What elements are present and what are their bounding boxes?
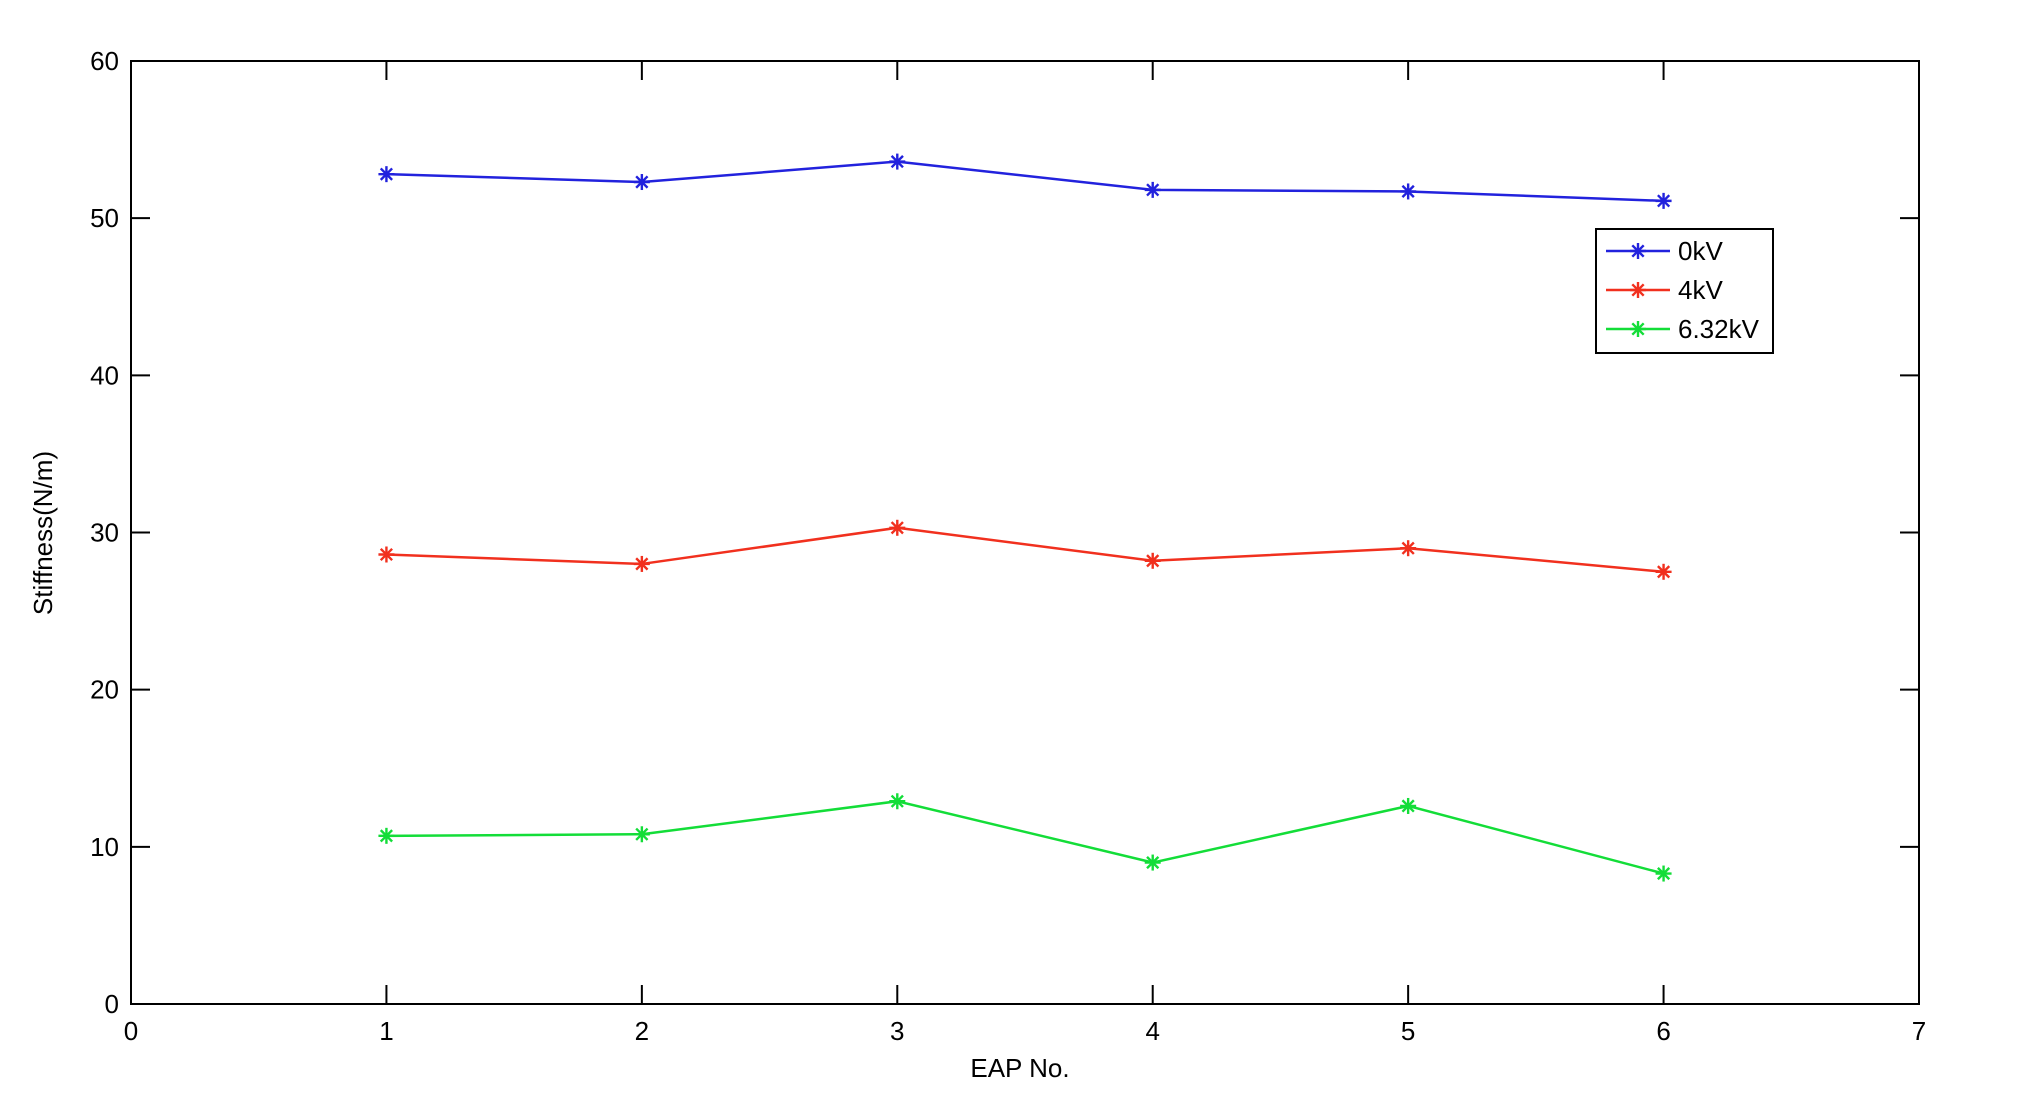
legend-marker (1630, 321, 1646, 337)
series-6.32kV (378, 793, 1672, 882)
marker-stroke (890, 521, 904, 535)
data-point-marker-0kV (378, 166, 395, 183)
x-tick-label: 1 (379, 1016, 393, 1046)
data-point-marker-4kV (1655, 563, 1672, 580)
marker-stroke (1401, 541, 1415, 555)
marker-stroke (1401, 184, 1415, 198)
legend-entry-0kV: 0kV (1606, 236, 1723, 266)
marker-stroke (1657, 565, 1671, 579)
y-tick-label: 40 (90, 360, 119, 390)
legend-entry-6.32kV: 6.32kV (1606, 314, 1760, 344)
marker-stroke (379, 547, 393, 562)
marker-stroke (1631, 322, 1645, 336)
data-point-marker-0kV (1144, 181, 1161, 198)
data-point-marker-0kV (889, 153, 906, 170)
y-tick-label: 10 (90, 832, 119, 862)
data-point-marker-6.32kV (378, 827, 395, 844)
x-tick-label: 3 (890, 1016, 904, 1046)
y-tick-label: 60 (90, 46, 119, 76)
y-tick-label: 30 (90, 518, 119, 548)
data-point-marker-6.32kV (1144, 854, 1161, 871)
series-layer (378, 153, 1672, 882)
legend-label: 0kV (1678, 236, 1723, 266)
data-point-marker-6.32kV (633, 826, 650, 843)
data-point-marker-6.32kV (889, 793, 906, 810)
marker-stroke (1657, 867, 1671, 881)
legend-marker (1630, 282, 1646, 298)
legend-marker (1630, 243, 1646, 259)
data-point-marker-4kV (889, 519, 906, 536)
plot-frame (130, 60, 1920, 1005)
data-point-marker-0kV (1400, 183, 1417, 200)
x-tick-label: 7 (1912, 1016, 1926, 1046)
data-point-marker-4kV (1144, 552, 1161, 569)
marker-stroke (635, 827, 649, 841)
marker-stroke (379, 167, 393, 181)
axis-ticks: 0 1 2 3 4 5 6 7 0 10 20 30 40 50 60 (90, 46, 1926, 1046)
x-tick-label: 5 (1401, 1016, 1415, 1046)
marker-stroke (1631, 283, 1645, 297)
x-axis-label: EAP No. (970, 1053, 1069, 1083)
marker-stroke (890, 155, 904, 169)
marker-stroke (1146, 856, 1160, 870)
marker-stroke (1146, 554, 1160, 568)
marker-stroke (890, 794, 904, 808)
series-0kV (378, 153, 1672, 209)
marker-stroke (635, 175, 649, 189)
series-4kV (378, 519, 1672, 580)
data-point-marker-0kV (1655, 192, 1672, 209)
y-axis-label: Stiffness(N/m) (28, 451, 58, 615)
series-line-6.32kV (386, 799, 1664, 875)
legend-label: 6.32kV (1678, 314, 1760, 344)
series-line-4kV (386, 526, 1664, 574)
marker-stroke (1631, 244, 1645, 258)
x-tick-label: 2 (635, 1016, 649, 1046)
series-line-0kV (386, 160, 1664, 203)
data-point-marker-4kV (1400, 540, 1417, 557)
data-point-marker-4kV (378, 546, 395, 563)
marker-stroke (1401, 799, 1415, 813)
legend-entry-4kV: 4kV (1606, 275, 1723, 305)
marker-stroke (635, 557, 649, 571)
marker-stroke (1146, 183, 1160, 197)
x-tick-label: 6 (1656, 1016, 1670, 1046)
x-tick-label: 4 (1145, 1016, 1159, 1046)
marker-stroke (379, 829, 393, 843)
legend-box: 0kV 4kV 6.32kV (1595, 228, 1774, 354)
y-tick-label: 20 (90, 675, 119, 705)
marker-stroke (1657, 194, 1671, 208)
data-point-marker-6.32kV (1655, 865, 1672, 882)
data-point-marker-4kV (633, 555, 650, 572)
x-tick-label: 0 (124, 1016, 138, 1046)
y-tick-label: 50 (90, 203, 119, 233)
data-point-marker-6.32kV (1400, 797, 1417, 814)
data-point-marker-0kV (633, 174, 650, 191)
y-tick-label: 0 (105, 989, 119, 1019)
legend-label: 4kV (1678, 275, 1723, 305)
